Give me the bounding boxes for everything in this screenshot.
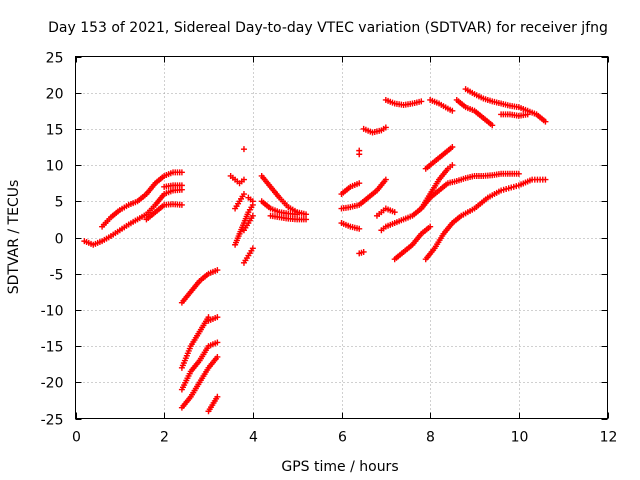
- data-point-arc-25: [360, 248, 367, 255]
- y-tick-labels: -25 -20 -15 -10 -5 0 5 10 15 20 25: [41, 51, 64, 429]
- x-tick-label: 10: [511, 430, 529, 446]
- data-point-arc-5: [214, 267, 221, 274]
- y-axis-label: SDTVAR / TECUs: [6, 180, 22, 295]
- data-point-arc-28: [449, 162, 456, 169]
- data-point-arc-7: [214, 339, 221, 346]
- data-point-arc-9: [214, 314, 221, 321]
- x-tick-label: 6: [338, 430, 347, 446]
- data-point-arc-18: [303, 211, 310, 218]
- data-point-arc-31: [515, 170, 522, 177]
- x-tick-label: 8: [426, 430, 435, 446]
- data-point-arc-3: [178, 201, 185, 208]
- data-point-arc-22: [382, 176, 389, 183]
- data-point-arc-35: [489, 122, 496, 129]
- data-point-arc-34: [449, 107, 456, 114]
- x-tick-label: 4: [249, 430, 258, 446]
- x-axis-label: GPS time / hours: [281, 459, 398, 475]
- chart-title: Day 153 of 2021, Sidereal Day-to-day VTE…: [48, 20, 608, 36]
- data-marks: [81, 86, 549, 415]
- data-point-arc-36: [542, 118, 549, 125]
- data-point-arc-27: [391, 209, 398, 216]
- plot-frame: [75, 56, 608, 419]
- y-tick-label: 5: [55, 195, 64, 211]
- data-point-arc-15: [249, 245, 256, 252]
- grid-lines: [75, 56, 608, 419]
- y-tick-label: 0: [55, 232, 64, 248]
- data-point-arc-2: [178, 169, 185, 176]
- y-tick-label: -15: [41, 340, 64, 356]
- y-tick-label: -25: [41, 413, 64, 429]
- data-point-arc-21: [356, 225, 363, 232]
- y-tick-label: -10: [41, 304, 64, 320]
- data-point-arc-32: [542, 176, 549, 183]
- data-point-arc-8: [214, 353, 221, 360]
- data-point-arc-19: [303, 216, 310, 223]
- data-point-arc-16: [249, 212, 256, 219]
- data-point-arc-30: [427, 223, 434, 230]
- y-tick-label: 15: [46, 123, 64, 139]
- data-point-arc-4: [178, 182, 185, 189]
- x-tick-label: 12: [600, 430, 618, 446]
- data-point-arc-10: [214, 393, 221, 400]
- data-point-arc-12: [240, 191, 247, 198]
- data-point-arc-33: [449, 144, 456, 150]
- x-tick-labels: 0 2 4 6 8 10 12: [72, 430, 617, 446]
- axis-ticks: [75, 56, 609, 420]
- data-point-arc-20: [294, 211, 301, 218]
- data-point-arc-13: [240, 176, 247, 183]
- data-point-arc-37: [524, 111, 531, 118]
- data-point-arc-23: [356, 180, 363, 187]
- x-tick-label: 2: [160, 430, 169, 446]
- data-point-arc-26: [382, 124, 389, 131]
- x-tick-label: 0: [72, 430, 81, 446]
- data-point-arc-14: [240, 146, 247, 153]
- data-point-arc-24: [356, 147, 363, 154]
- data-point-arc-29: [418, 98, 425, 105]
- y-tick-label: 20: [46, 87, 64, 103]
- data-point-arc-17: [249, 198, 256, 205]
- y-tick-label: -20: [41, 376, 64, 392]
- y-tick-label: 10: [46, 159, 64, 175]
- y-tick-label: 25: [46, 51, 64, 67]
- y-tick-label: -5: [50, 268, 64, 284]
